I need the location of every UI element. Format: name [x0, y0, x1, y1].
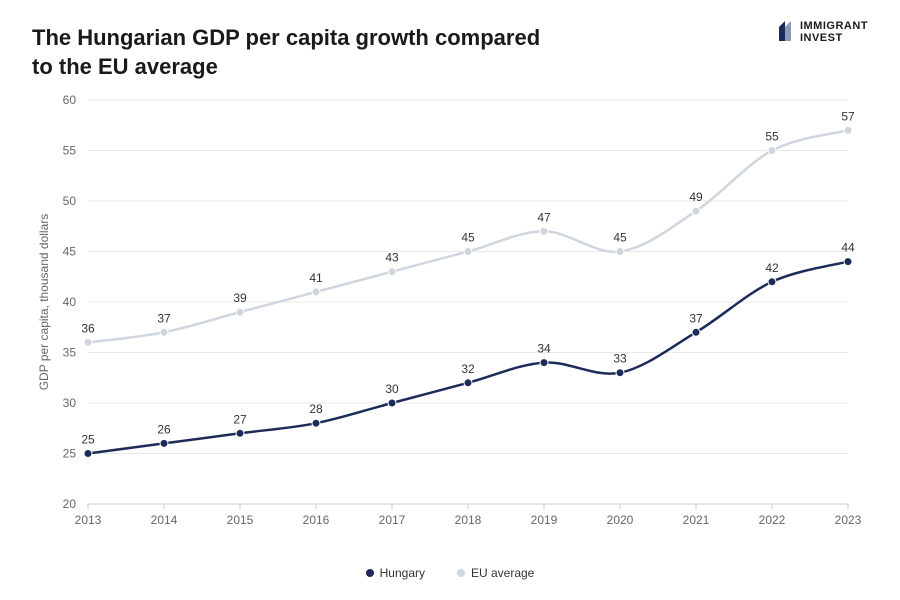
svg-text:49: 49	[689, 190, 703, 204]
svg-text:2013: 2013	[75, 513, 102, 527]
title-line-2: to the EU average	[32, 53, 868, 82]
chart-container: The Hungarian GDP per capita growth comp…	[0, 0, 900, 600]
svg-text:25: 25	[81, 433, 95, 447]
svg-text:2020: 2020	[607, 513, 634, 527]
svg-text:37: 37	[689, 311, 703, 325]
brand-logo: IMMIGRANT INVEST	[776, 20, 868, 44]
svg-text:30: 30	[385, 382, 399, 396]
line-chart: 20 25 30 35 40 45 50 55 60 2013 2014 2015 2016 2017 20…	[32, 90, 868, 560]
svg-text:2015: 2015	[227, 513, 254, 527]
logo-line-2: INVEST	[800, 32, 868, 44]
svg-text:43: 43	[385, 251, 399, 265]
svg-text:20: 20	[63, 497, 77, 511]
title-line-1: The Hungarian GDP per capita growth comp…	[32, 24, 868, 53]
legend-item-eu: EU average	[457, 566, 534, 580]
legend-dot-icon	[366, 569, 374, 577]
legend-label: EU average	[471, 566, 534, 580]
svg-text:37: 37	[157, 311, 171, 325]
svg-text:60: 60	[63, 93, 77, 107]
svg-text:2014: 2014	[151, 513, 178, 527]
svg-text:2018: 2018	[455, 513, 482, 527]
svg-text:45: 45	[63, 245, 77, 259]
svg-text:2021: 2021	[683, 513, 710, 527]
svg-text:33: 33	[613, 352, 627, 366]
svg-text:2017: 2017	[379, 513, 406, 527]
svg-text:27: 27	[233, 412, 247, 426]
svg-text:41: 41	[309, 271, 323, 285]
logo-icon	[776, 21, 794, 43]
chart-area: 20 25 30 35 40 45 50 55 60 2013 2014 2015 2016 2017 20…	[32, 90, 868, 580]
svg-text:39: 39	[233, 291, 247, 305]
svg-text:2022: 2022	[759, 513, 786, 527]
logo-text: IMMIGRANT INVEST	[800, 20, 868, 44]
svg-text:2019: 2019	[531, 513, 558, 527]
legend: Hungary EU average	[32, 566, 868, 580]
svg-text:30: 30	[63, 396, 77, 410]
svg-text:32: 32	[461, 362, 475, 376]
logo-line-1: IMMIGRANT	[800, 20, 868, 32]
svg-text:26: 26	[157, 422, 171, 436]
legend-item-hungary: Hungary	[366, 566, 425, 580]
svg-text:57: 57	[841, 109, 855, 123]
svg-text:55: 55	[63, 144, 77, 158]
svg-text:28: 28	[309, 402, 323, 416]
svg-text:2023: 2023	[835, 513, 862, 527]
svg-text:40: 40	[63, 295, 77, 309]
svg-text:2016: 2016	[303, 513, 330, 527]
svg-text:35: 35	[63, 346, 77, 360]
legend-label: Hungary	[380, 566, 425, 580]
svg-text:45: 45	[613, 231, 627, 245]
legend-dot-icon	[457, 569, 465, 577]
svg-text:45: 45	[461, 231, 475, 245]
chart-title: The Hungarian GDP per capita growth comp…	[32, 24, 868, 81]
svg-text:47: 47	[537, 210, 551, 224]
svg-text:55: 55	[765, 130, 779, 144]
svg-text:42: 42	[765, 261, 779, 275]
svg-text:34: 34	[537, 342, 551, 356]
svg-text:25: 25	[63, 447, 77, 461]
svg-text:44: 44	[841, 241, 855, 255]
svg-text:50: 50	[63, 194, 77, 208]
svg-text:36: 36	[81, 321, 95, 335]
svg-text:GDP per capita, thousand dolla: GDP per capita, thousand dollars	[37, 214, 51, 391]
